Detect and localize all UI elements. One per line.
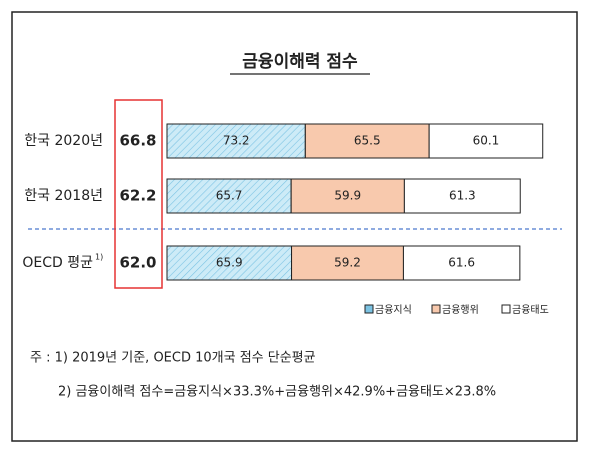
value-label: 61.3 [449, 189, 476, 203]
legend-swatch [431, 304, 441, 314]
value-label: 65.5 [354, 134, 381, 148]
value-label: 59.9 [334, 189, 361, 203]
bar-segment [291, 245, 404, 281]
bar-hatch [166, 178, 292, 214]
category-note: 1) [95, 253, 103, 262]
legend-swatch [364, 304, 374, 314]
bar-segment [403, 178, 521, 214]
value-label: 61.6 [448, 256, 475, 270]
value-label: 65.7 [216, 189, 243, 203]
category-label: OECD 평균 [22, 255, 93, 271]
total-label: 62.2 [119, 187, 156, 205]
value-label: 59.2 [334, 256, 361, 270]
total-label: 66.8 [119, 132, 156, 150]
total-box [114, 99, 163, 289]
value-label: 73.2 [223, 134, 250, 148]
total-label: 62.0 [119, 254, 156, 272]
note: 주 : 1) 2019년 기준, OECD 10개국 점수 단순평균 [30, 351, 316, 366]
frame [11, 11, 578, 442]
bar-segment [428, 123, 544, 159]
bar-segment [304, 123, 430, 159]
legend-label: 금융행위 [442, 303, 479, 316]
bar-hatch [166, 123, 306, 159]
chart-title: 금융이해력 점수 [242, 52, 358, 72]
value-label: 60.1 [473, 134, 500, 148]
legend-swatch [501, 304, 511, 314]
legend-label: 금융태도 [512, 304, 549, 316]
category-label: 한국 2020년 [24, 133, 103, 149]
bar-segment [402, 245, 521, 281]
value-label: 65.9 [216, 256, 243, 270]
legend-label: 금융지식 [375, 304, 412, 316]
bar-hatch [166, 245, 293, 281]
category-label: 한국 2018년 [24, 188, 103, 204]
note: 2) 금융이해력 점수=금융지식×33.3%+금융행위×42.9%+금융태도×2… [58, 384, 496, 400]
